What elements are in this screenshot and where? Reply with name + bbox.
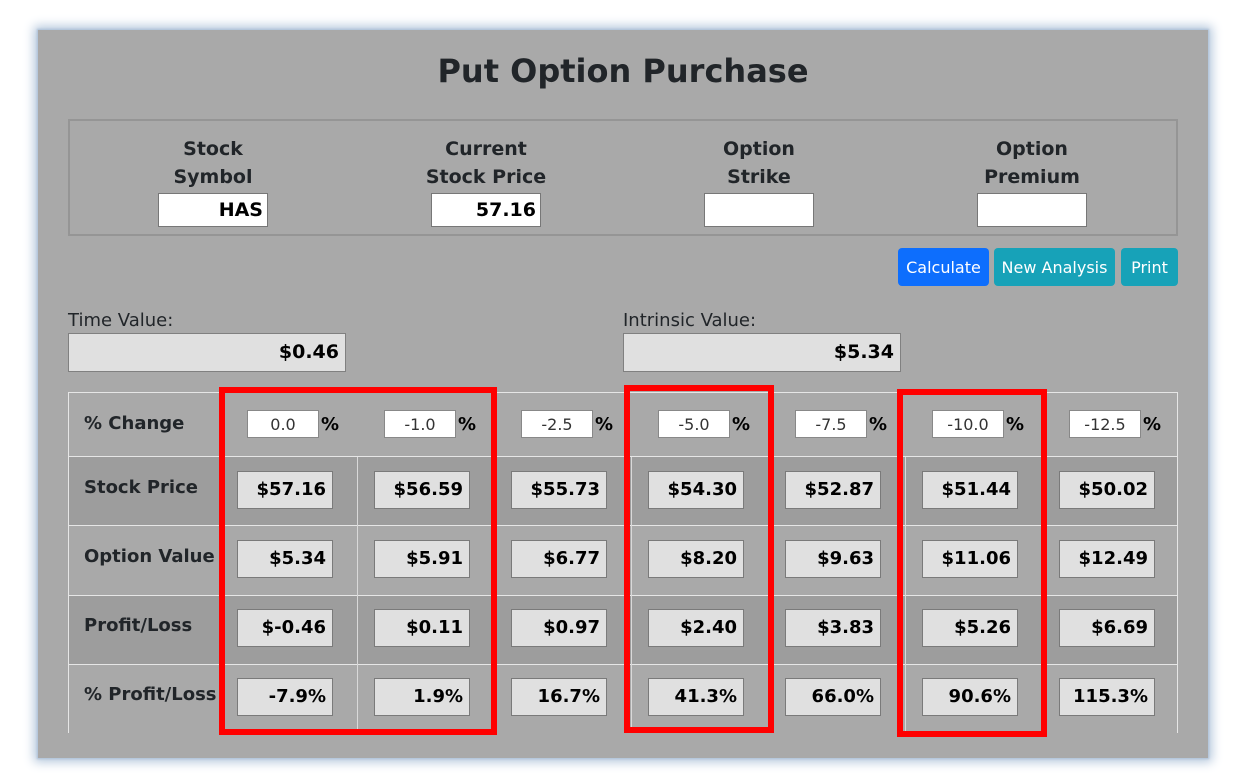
stock-symbol-label: Stock Symbol xyxy=(173,138,253,188)
pct-change-input[interactable] xyxy=(932,410,1004,438)
stock-symbol-input[interactable] xyxy=(158,193,268,227)
profit-loss-cell: $5.26 xyxy=(922,609,1018,647)
stock-price-cell: $55.73 xyxy=(511,471,607,509)
option-value-cell: $5.91 xyxy=(374,540,470,578)
pct-profit-loss-cell: 66.0% xyxy=(785,678,881,716)
pct-change-input[interactable] xyxy=(658,410,730,438)
stock-price-cell: $57.16 xyxy=(237,471,333,509)
option-value-cell: $5.34 xyxy=(237,540,333,578)
pct-profit-loss-cell: 41.3% xyxy=(648,678,744,716)
pct-profit-loss-cell: 90.6% xyxy=(922,678,1018,716)
pct-change-input[interactable] xyxy=(521,410,593,438)
profit-loss-cell: $6.69 xyxy=(1059,609,1155,647)
option-value-cell: $12.49 xyxy=(1059,540,1155,578)
option-value-cell: $9.63 xyxy=(785,540,881,578)
intrinsic-value-output: $5.34 xyxy=(623,333,901,372)
option-value-cell: $6.77 xyxy=(511,540,607,578)
option-strike-input[interactable] xyxy=(704,193,814,227)
pct-change-field: % xyxy=(247,410,339,438)
stock-price-cell: $50.02 xyxy=(1059,471,1155,509)
option-premium-field: Option Premium xyxy=(912,135,1152,227)
percent-sign: % xyxy=(869,413,888,435)
profit-loss-cell: $3.83 xyxy=(785,609,881,647)
pct-profit-loss-cell: 115.3% xyxy=(1059,678,1155,716)
percent-sign: % xyxy=(1006,413,1025,435)
option-value-cell: $8.20 xyxy=(648,540,744,578)
stock-price-cell: $51.44 xyxy=(922,471,1018,509)
time-value-output: $0.46 xyxy=(68,333,346,372)
calculator-panel: Put Option Purchase Stock Symbol Current… xyxy=(38,30,1208,758)
pct-change-input[interactable] xyxy=(247,410,319,438)
stock-price-cell: $56.59 xyxy=(374,471,470,509)
option-strike-label: Option Strike xyxy=(723,138,795,188)
pct-change-field: % xyxy=(1069,410,1161,438)
column-divider xyxy=(220,457,221,733)
column-divider xyxy=(905,457,906,733)
intrinsic-value-label: Intrinsic Value: xyxy=(623,310,757,331)
option-premium-label: Option Premium xyxy=(984,138,1080,188)
pct-change-header: % Change xyxy=(84,413,185,434)
pct-change-field: % xyxy=(521,410,613,438)
option-value-cell: $11.06 xyxy=(922,540,1018,578)
pct-change-field: % xyxy=(795,410,887,438)
stock-price-input[interactable] xyxy=(431,193,541,227)
scenario-table: % Change Stock Price Option Value Profit… xyxy=(68,392,1178,733)
column-divider xyxy=(357,457,358,733)
profit-loss-cell: $0.11 xyxy=(374,609,470,647)
stock-price-cell: $54.30 xyxy=(648,471,744,509)
pct-change-input[interactable] xyxy=(1069,410,1141,438)
pct-profit-loss-cell: -7.9% xyxy=(237,678,333,716)
option-value-header: Option Value xyxy=(84,546,215,567)
percent-sign: % xyxy=(595,413,614,435)
pct-profit-loss-cell: 16.7% xyxy=(511,678,607,716)
column-divider xyxy=(494,457,495,733)
profit-loss-cell: $-0.46 xyxy=(237,609,333,647)
print-button[interactable]: Print xyxy=(1121,248,1178,286)
stock-price-label: Current Stock Price xyxy=(425,138,547,188)
pct-profit-loss-header: % Profit/Loss xyxy=(84,684,217,705)
pct-change-field: % xyxy=(658,410,750,438)
column-divider xyxy=(631,457,632,733)
stock-price-field: Current Stock Price xyxy=(366,135,606,227)
option-strike-field: Option Strike xyxy=(639,135,879,227)
pct-profit-loss-cell: 1.9% xyxy=(374,678,470,716)
pct-change-input[interactable] xyxy=(384,410,456,438)
profit-loss-cell: $2.40 xyxy=(648,609,744,647)
input-panel: Stock Symbol Current Stock Price Option … xyxy=(68,119,1178,236)
pct-change-field: % xyxy=(932,410,1024,438)
percent-sign: % xyxy=(321,413,340,435)
stock-price-header: Stock Price xyxy=(84,477,198,498)
stock-price-cell: $52.87 xyxy=(785,471,881,509)
time-value-label: Time Value: xyxy=(68,310,174,331)
column-divider xyxy=(1042,457,1043,733)
pct-change-input[interactable] xyxy=(795,410,867,438)
stock-symbol-field: Stock Symbol xyxy=(93,135,333,227)
column-divider xyxy=(768,457,769,733)
calculate-button[interactable]: Calculate xyxy=(898,248,989,286)
pct-change-field: % xyxy=(384,410,476,438)
percent-sign: % xyxy=(458,413,477,435)
profit-loss-cell: $0.97 xyxy=(511,609,607,647)
new-analysis-button[interactable]: New Analysis xyxy=(994,248,1115,286)
percent-sign: % xyxy=(732,413,751,435)
option-premium-input[interactable] xyxy=(977,193,1087,227)
page-title: Put Option Purchase xyxy=(437,52,809,90)
profit-loss-header: Profit/Loss xyxy=(84,615,193,636)
percent-sign: % xyxy=(1143,413,1162,435)
